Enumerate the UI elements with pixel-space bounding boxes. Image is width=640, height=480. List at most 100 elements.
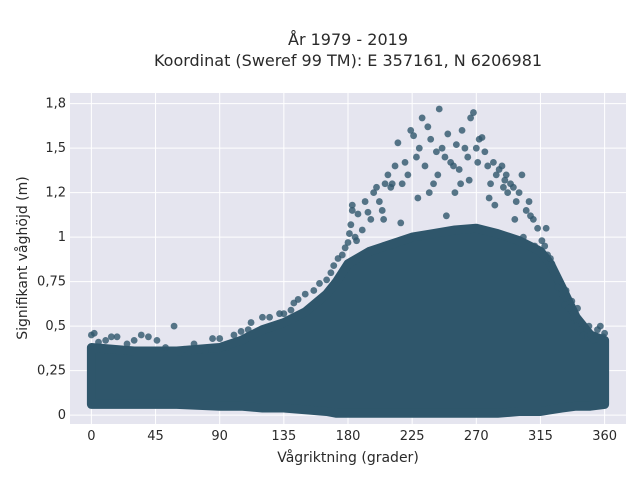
data-point bbox=[464, 153, 472, 161]
data-point bbox=[529, 215, 537, 223]
data-points bbox=[87, 105, 609, 355]
data-point bbox=[421, 162, 429, 170]
data-point bbox=[162, 344, 169, 351]
data-point bbox=[190, 340, 198, 348]
data-point bbox=[90, 329, 98, 337]
data-point bbox=[327, 269, 335, 277]
chart-title-line2: Koordinat (Sweref 99 TM): E 357161, N 62… bbox=[154, 51, 542, 70]
data-point bbox=[153, 336, 161, 344]
data-point bbox=[554, 283, 561, 291]
data-point bbox=[130, 336, 138, 344]
data-point bbox=[223, 344, 231, 351]
data-point bbox=[548, 260, 556, 268]
data-point bbox=[425, 189, 433, 197]
data-point bbox=[344, 239, 352, 246]
data-point bbox=[373, 183, 380, 191]
data-point bbox=[491, 201, 499, 209]
y-tick-label: 0,5 bbox=[45, 319, 66, 334]
data-point bbox=[294, 296, 302, 303]
x-tick-label: 90 bbox=[211, 429, 228, 444]
data-point bbox=[492, 171, 500, 179]
dense-point-cloud bbox=[86, 223, 610, 418]
y-tick-labels: 0 0,25 0,5 0,75 1 1,2 1,5 1,8 bbox=[37, 97, 66, 423]
density-cloud bbox=[86, 223, 610, 418]
data-point bbox=[397, 219, 405, 227]
data-point bbox=[435, 105, 443, 113]
data-point bbox=[341, 244, 349, 252]
y-tick-label: 1,8 bbox=[45, 97, 66, 112]
y-tick-label: 0,25 bbox=[37, 364, 66, 379]
data-point bbox=[525, 198, 533, 205]
data-point bbox=[398, 180, 406, 188]
data-point bbox=[418, 114, 426, 122]
data-point bbox=[512, 198, 520, 205]
data-point bbox=[259, 313, 266, 321]
x-tick-label: 180 bbox=[336, 429, 361, 444]
data-point bbox=[358, 226, 366, 234]
chart-title-line1: År 1979 - 2019 bbox=[288, 30, 408, 49]
data-point bbox=[490, 159, 497, 166]
data-point bbox=[414, 194, 422, 202]
data-point bbox=[501, 176, 509, 184]
data-point bbox=[586, 331, 594, 339]
data-point bbox=[511, 215, 519, 223]
data-point bbox=[353, 237, 360, 245]
data-point bbox=[378, 207, 386, 214]
data-point bbox=[266, 313, 273, 321]
data-point bbox=[354, 210, 362, 218]
data-point bbox=[364, 208, 372, 216]
data-point bbox=[458, 126, 466, 134]
data-point bbox=[569, 313, 577, 321]
data-point bbox=[237, 328, 245, 335]
data-point bbox=[301, 290, 309, 298]
x-axis-title: Vågriktning (grader) bbox=[277, 449, 419, 466]
data-point bbox=[461, 144, 469, 152]
data-point bbox=[589, 336, 597, 344]
data-point bbox=[95, 338, 102, 346]
data-point bbox=[472, 144, 480, 152]
data-point bbox=[519, 233, 527, 241]
data-point bbox=[568, 297, 576, 305]
data-point bbox=[474, 159, 482, 166]
data-point bbox=[518, 171, 526, 179]
data-point bbox=[541, 242, 549, 250]
data-point bbox=[457, 180, 465, 188]
data-point bbox=[442, 212, 450, 220]
data-point bbox=[338, 251, 346, 259]
data-point bbox=[484, 162, 492, 170]
data-point bbox=[470, 109, 477, 116]
y-tick-label: 1,2 bbox=[45, 186, 66, 201]
data-point bbox=[432, 148, 440, 156]
data-point bbox=[391, 162, 399, 170]
y-tick-label: 1,5 bbox=[45, 141, 66, 156]
data-point bbox=[574, 304, 581, 312]
data-point bbox=[113, 333, 121, 341]
data-point bbox=[551, 269, 559, 277]
data-point bbox=[216, 335, 224, 342]
data-point bbox=[394, 139, 402, 147]
data-point bbox=[123, 340, 131, 348]
data-point bbox=[367, 215, 375, 223]
data-point bbox=[504, 189, 512, 197]
data-point bbox=[102, 336, 110, 344]
data-point bbox=[244, 326, 252, 334]
data-point bbox=[562, 287, 570, 294]
y-tick-label: 0 bbox=[58, 408, 66, 423]
data-point bbox=[542, 224, 550, 232]
y-axis-title: Signifikant våghöjd (m) bbox=[14, 176, 31, 339]
y-tick-label: 0,75 bbox=[37, 275, 66, 290]
data-point bbox=[180, 345, 188, 353]
data-point bbox=[247, 319, 255, 326]
data-point bbox=[450, 162, 457, 170]
x-tick-label: 0 bbox=[87, 429, 95, 444]
data-point bbox=[522, 207, 530, 214]
data-point bbox=[375, 198, 383, 205]
data-point bbox=[585, 322, 593, 330]
data-point bbox=[145, 333, 152, 341]
data-point bbox=[515, 189, 523, 197]
data-point bbox=[370, 189, 378, 197]
x-tick-label: 135 bbox=[271, 429, 296, 444]
data-point bbox=[348, 207, 356, 214]
data-point bbox=[430, 180, 437, 188]
